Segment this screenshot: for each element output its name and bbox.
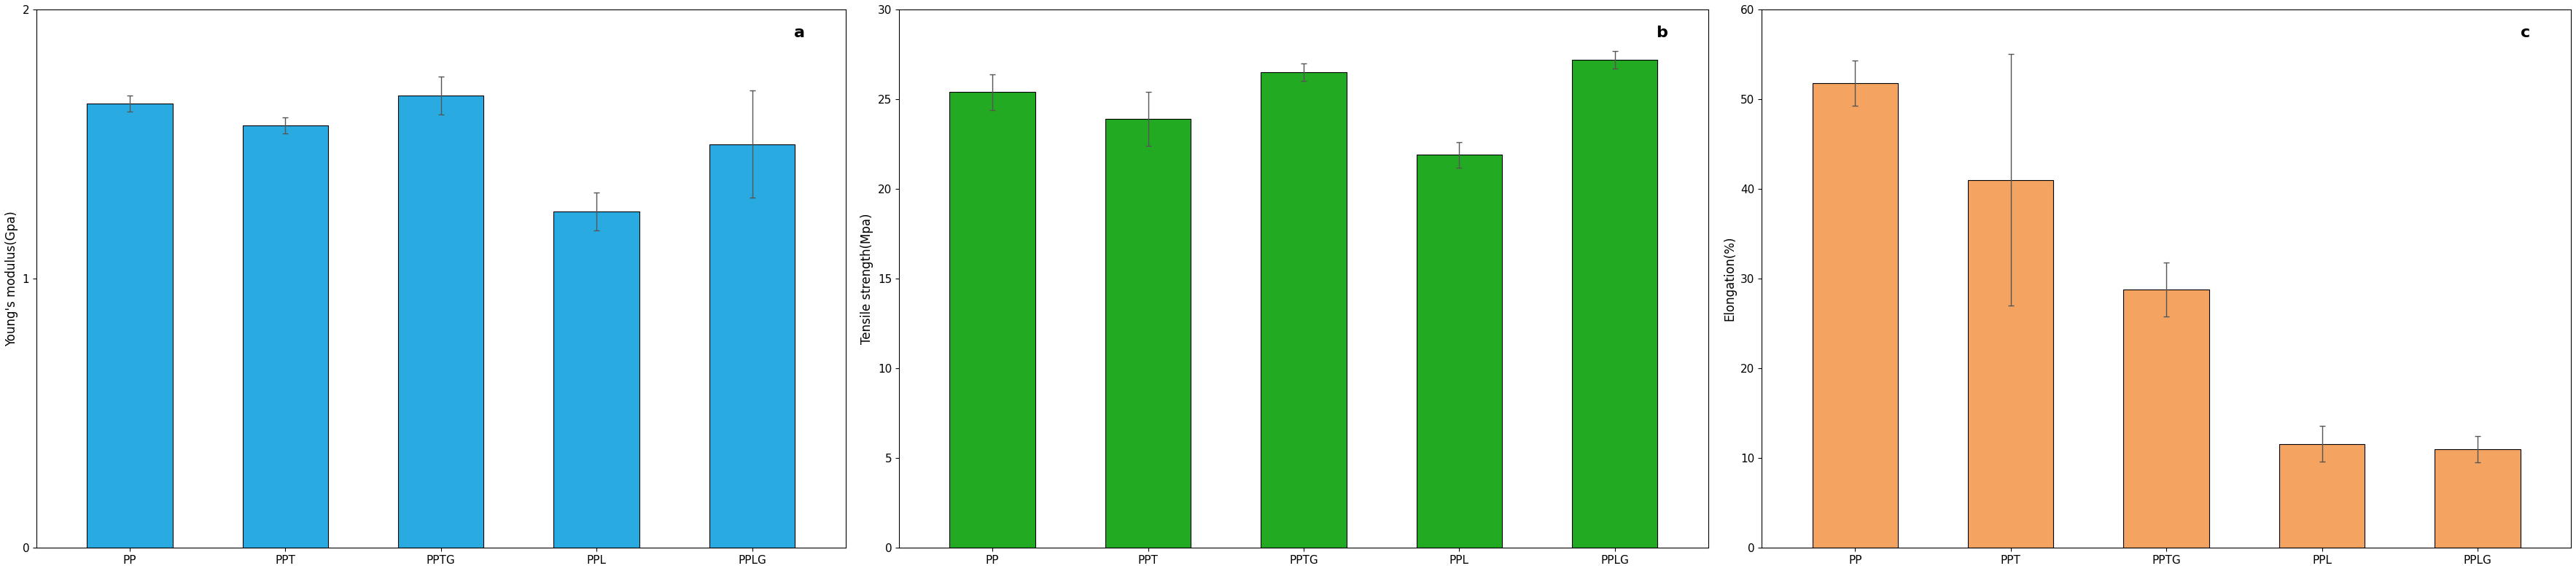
Text: b: b [1656,26,1667,40]
Y-axis label: Tensile strength(Mpa): Tensile strength(Mpa) [860,213,873,344]
Bar [242,125,327,548]
Bar [2434,449,2519,548]
Y-axis label: Elongation(%): Elongation(%) [1723,236,1736,321]
Bar [1417,155,1502,548]
Bar [708,144,796,548]
Text: a: a [793,26,806,40]
Bar [1105,119,1190,548]
Y-axis label: Young's modulus(Gpa): Young's modulus(Gpa) [5,211,18,347]
Bar [951,92,1036,548]
Bar [1260,73,1347,548]
Bar [2280,444,2365,548]
Bar [1571,60,1656,548]
Bar [1814,83,1899,548]
Bar [554,211,639,548]
Bar [1968,180,2053,548]
Bar [2123,289,2210,548]
Bar [88,104,173,548]
Bar [399,95,484,548]
Text: c: c [2522,26,2530,40]
